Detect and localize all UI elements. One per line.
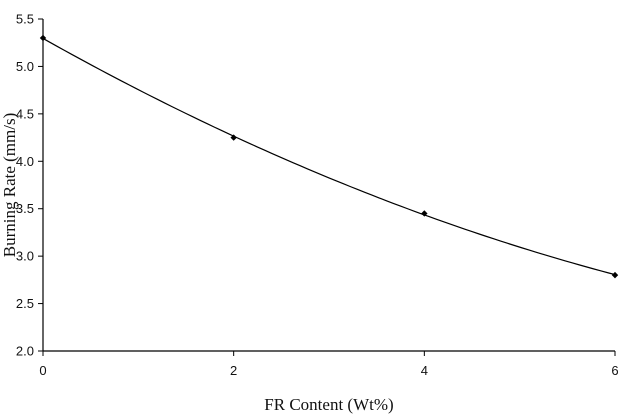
- y-tick-label: 3.0: [16, 249, 34, 264]
- data-point: [230, 134, 237, 141]
- x-tick-label: 0: [39, 363, 46, 378]
- y-tick-label: 2.0: [16, 344, 34, 359]
- x-tick-label: 4: [421, 363, 428, 378]
- y-tick-label: 2.5: [16, 296, 34, 311]
- trend-curve: [42, 37, 616, 276]
- y-tick-label: 5.0: [16, 59, 34, 74]
- data-point: [39, 34, 47, 42]
- data-point: [611, 271, 619, 279]
- x-axis-title: FR Content (Wt%): [264, 395, 393, 414]
- data-points: [39, 34, 619, 279]
- y-tick-label: 4.5: [16, 106, 34, 121]
- x-axis-ticks: 0 2 4 6: [39, 351, 619, 378]
- x-tick-label: 2: [230, 363, 237, 378]
- y-tick-label: 4.0: [16, 154, 34, 169]
- y-tick-label: 5.5: [16, 12, 34, 27]
- y-axis-title: Burning Rate (mm/s): [0, 113, 19, 257]
- y-axis-ticks: 2.0 2.5 3.0 3.5 4.0 4.5 5.0 5.5: [16, 12, 43, 359]
- y-tick-label: 3.5: [16, 201, 34, 216]
- x-tick-label: 6: [611, 363, 618, 378]
- data-point: [421, 210, 428, 217]
